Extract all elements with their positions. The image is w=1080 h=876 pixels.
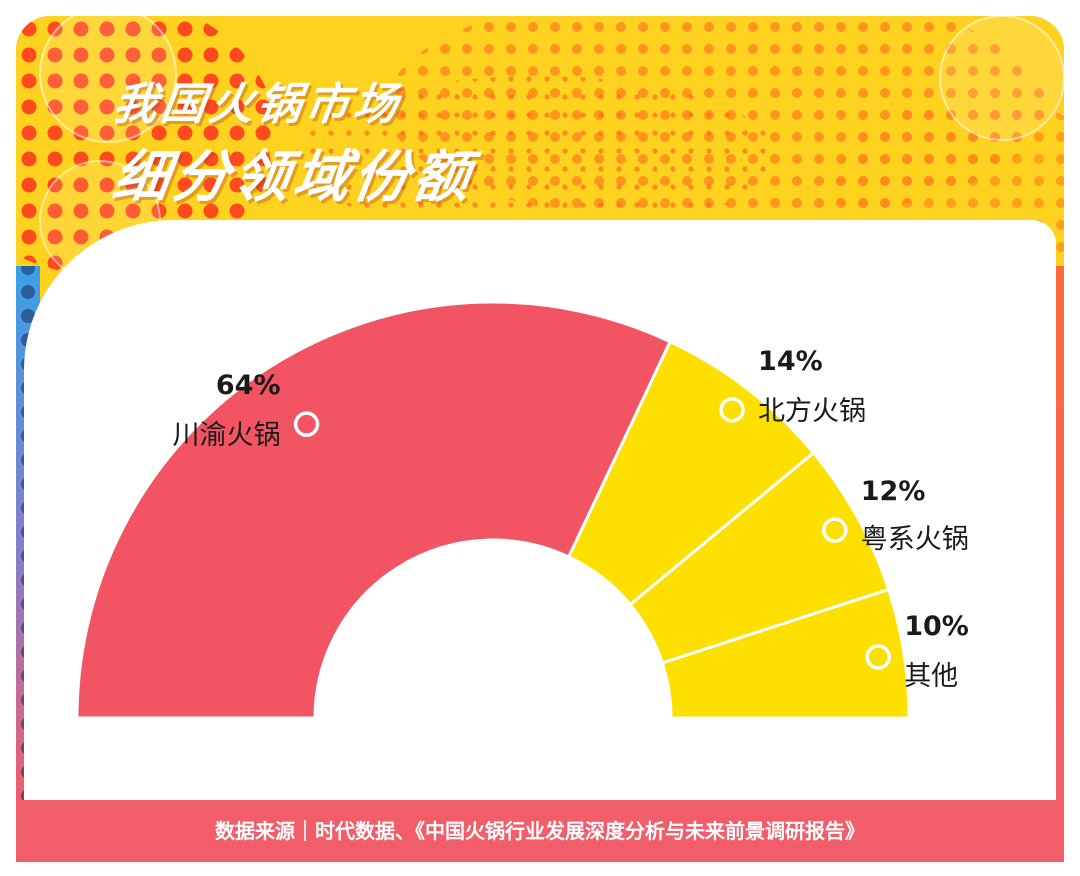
slice-marker-1 — [293, 411, 320, 437]
slice-category-label: 粤系火锅 — [861, 524, 969, 555]
slice-1 — [75, 300, 672, 720]
slice-category-label: 北方火锅 — [758, 396, 866, 427]
slice-value-label: 10% — [904, 611, 969, 642]
footer-bar: 数据来源｜时代数据、《中国火锅行业发展深度分析与未来前景调研报告》 — [16, 800, 1064, 862]
slice-marker-3 — [822, 517, 848, 543]
slice-marker-2 — [719, 397, 745, 423]
slice-4 — [660, 587, 911, 720]
slice-value-label: 64% — [216, 370, 281, 401]
slice-category-label: 川渝火锅 — [173, 420, 281, 451]
slice-value-label: 14% — [758, 346, 823, 377]
slice-marker-4 — [865, 644, 891, 670]
slice-category-label: 其他 — [904, 661, 958, 692]
data-source-note: 数据来源｜时代数据、《中国火锅行业发展深度分析与未来前景调研报告》 — [215, 819, 865, 843]
slice-value-label: 12% — [861, 476, 926, 507]
